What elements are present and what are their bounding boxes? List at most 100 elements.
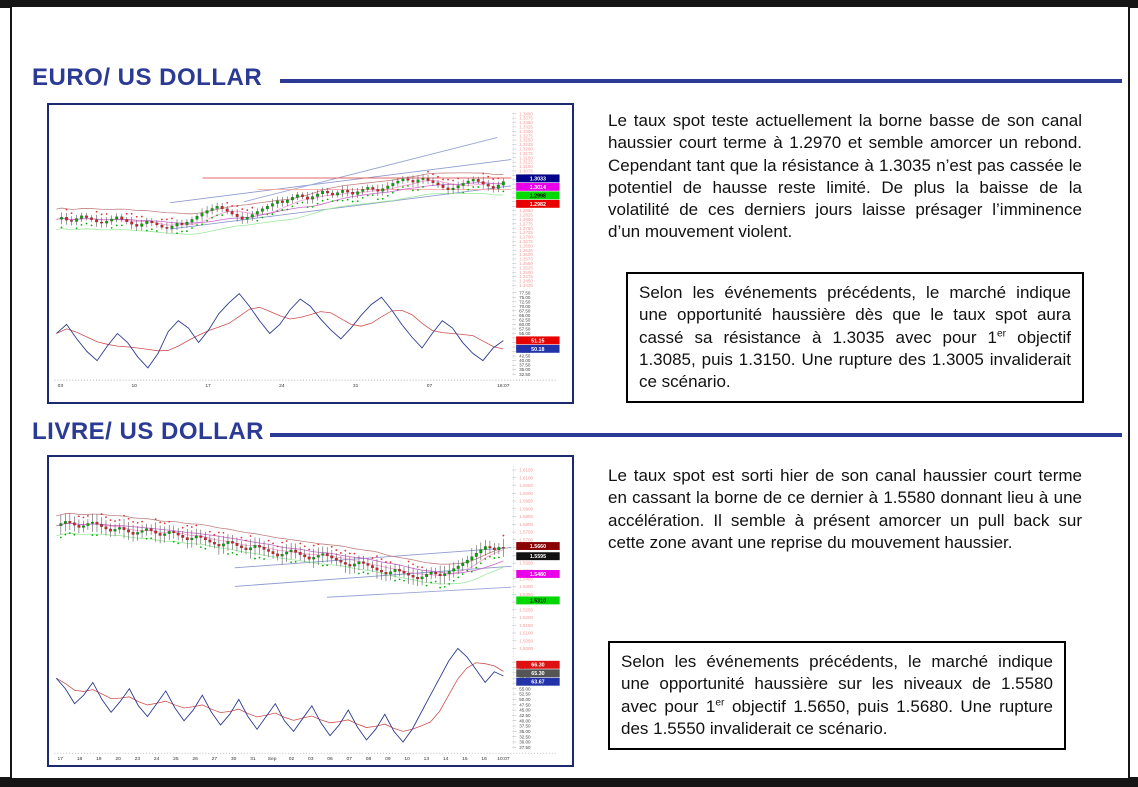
svg-text:1.2725: 1.2725 bbox=[519, 230, 533, 235]
eurusd-scenario-text: Selon les événements précédents, le marc… bbox=[639, 283, 1071, 392]
svg-text:27: 27 bbox=[212, 756, 218, 761]
svg-text:1.3275: 1.3275 bbox=[519, 133, 533, 138]
svg-text:40.00: 40.00 bbox=[519, 358, 531, 363]
svg-text:1.5480: 1.5480 bbox=[530, 572, 546, 578]
svg-text:40.00: 40.00 bbox=[519, 718, 531, 723]
svg-text:1.3300: 1.3300 bbox=[519, 129, 533, 134]
svg-text:19: 19 bbox=[96, 756, 102, 761]
svg-text:1.3325: 1.3325 bbox=[519, 124, 533, 129]
svg-text:18: 18 bbox=[77, 756, 83, 761]
svg-text:10:07: 10:07 bbox=[497, 756, 510, 761]
svg-text:37.50: 37.50 bbox=[519, 363, 531, 368]
svg-text:1.6150: 1.6150 bbox=[519, 468, 533, 473]
svg-text:20: 20 bbox=[115, 756, 121, 761]
svg-text:1.3100: 1.3100 bbox=[519, 164, 533, 169]
svg-text:70.00: 70.00 bbox=[519, 304, 531, 309]
svg-text:1.3033: 1.3033 bbox=[530, 176, 546, 182]
svg-text:1.2550: 1.2550 bbox=[519, 261, 533, 266]
svg-text:13: 13 bbox=[424, 756, 430, 761]
svg-text:1.2600: 1.2600 bbox=[519, 252, 533, 257]
svg-text:24: 24 bbox=[154, 756, 160, 761]
svg-text:1.2750: 1.2750 bbox=[519, 226, 533, 231]
svg-text:1.2775: 1.2775 bbox=[519, 221, 533, 226]
svg-text:67.50: 67.50 bbox=[519, 308, 531, 313]
section-title-gbpusd: LIVRE/ US DOLLAR bbox=[32, 418, 265, 445]
svg-text:15: 15 bbox=[462, 756, 468, 761]
svg-text:1.5950: 1.5950 bbox=[519, 499, 533, 504]
svg-text:1.3250: 1.3250 bbox=[519, 138, 533, 143]
svg-text:1.6100: 1.6100 bbox=[519, 475, 533, 480]
svg-text:30: 30 bbox=[231, 756, 237, 761]
svg-text:16: 16 bbox=[481, 756, 487, 761]
svg-text:1.2425: 1.2425 bbox=[519, 283, 533, 288]
svg-text:1.5200: 1.5200 bbox=[519, 615, 533, 620]
gbpusd-chart-svg: 1.6150 1.6100 1.6050 1.6000 1.5950 1.5900 1.58… bbox=[54, 466, 560, 761]
svg-text:50.00: 50.00 bbox=[519, 697, 531, 702]
svg-text:10: 10 bbox=[404, 756, 410, 761]
gbpusd-chart: 1.6150 1.6100 1.6050 1.6000 1.5950 1.5900 1.58… bbox=[47, 455, 574, 767]
svg-text:1.5700: 1.5700 bbox=[519, 537, 533, 542]
svg-text:08: 08 bbox=[366, 756, 372, 761]
svg-text:42.50: 42.50 bbox=[519, 354, 531, 359]
svg-text:1.3175: 1.3175 bbox=[519, 151, 533, 156]
svg-text:1.5550: 1.5550 bbox=[519, 561, 533, 566]
svg-text:03: 03 bbox=[58, 383, 64, 389]
superscript-er: er bbox=[715, 696, 725, 708]
svg-text:23: 23 bbox=[135, 756, 141, 761]
svg-text:52.50: 52.50 bbox=[519, 692, 531, 697]
svg-text:1.2850: 1.2850 bbox=[519, 208, 533, 213]
svg-text:1.2575: 1.2575 bbox=[519, 257, 533, 262]
svg-text:1.2982: 1.2982 bbox=[530, 202, 546, 208]
svg-text:1.5000: 1.5000 bbox=[519, 646, 533, 651]
svg-text:1.6000: 1.6000 bbox=[519, 491, 533, 496]
page-bottom-border bbox=[0, 777, 1138, 787]
section-title-eurusd: EURO/ US DOLLAR bbox=[32, 64, 263, 91]
title-rule bbox=[270, 433, 1122, 437]
svg-text:1.5250: 1.5250 bbox=[519, 607, 533, 612]
svg-text:1.5660: 1.5660 bbox=[530, 544, 546, 550]
svg-text:1.5750: 1.5750 bbox=[519, 530, 533, 535]
title-rule bbox=[280, 79, 1122, 83]
svg-text:1.3014: 1.3014 bbox=[530, 185, 546, 191]
svg-text:1.3150: 1.3150 bbox=[519, 155, 533, 160]
svg-text:45.00: 45.00 bbox=[519, 708, 531, 713]
svg-text:17: 17 bbox=[205, 383, 211, 389]
svg-text:1.2675: 1.2675 bbox=[519, 239, 533, 244]
svg-text:1.3375: 1.3375 bbox=[519, 116, 533, 121]
svg-text:65.00: 65.00 bbox=[519, 313, 531, 318]
svg-text:1.5400: 1.5400 bbox=[519, 584, 533, 589]
eurusd-chart-svg: 1.34001.33751.33501.33251.33001.32751.32… bbox=[54, 111, 560, 389]
svg-text:1.6050: 1.6050 bbox=[519, 483, 533, 488]
svg-text:1.2450: 1.2450 bbox=[519, 279, 533, 284]
svg-text:1.2625: 1.2625 bbox=[519, 248, 533, 253]
svg-text:06: 06 bbox=[327, 756, 333, 761]
svg-text:50.18: 50.18 bbox=[531, 347, 544, 353]
svg-text:1.2650: 1.2650 bbox=[519, 243, 533, 248]
svg-text:47.50: 47.50 bbox=[519, 702, 531, 707]
svg-text:55.00: 55.00 bbox=[519, 331, 531, 336]
svg-text:1.5310: 1.5310 bbox=[530, 598, 546, 604]
svg-text:1.2998: 1.2998 bbox=[530, 193, 546, 199]
svg-text:35.00: 35.00 bbox=[519, 729, 531, 734]
svg-text:1.3350: 1.3350 bbox=[519, 120, 533, 125]
svg-text:02: 02 bbox=[289, 756, 295, 761]
superscript-er: er bbox=[997, 327, 1007, 339]
svg-text:55.00: 55.00 bbox=[519, 686, 531, 691]
svg-text:07: 07 bbox=[347, 756, 353, 761]
svg-text:27.50: 27.50 bbox=[519, 745, 531, 750]
svg-text:1.2800: 1.2800 bbox=[519, 217, 533, 222]
svg-text:66.30: 66.30 bbox=[531, 663, 544, 669]
svg-text:31: 31 bbox=[353, 383, 359, 389]
svg-text:1.5350: 1.5350 bbox=[519, 592, 533, 597]
svg-text:09: 09 bbox=[385, 756, 391, 761]
svg-text:1.2475: 1.2475 bbox=[519, 274, 533, 279]
svg-text:14: 14 bbox=[443, 756, 449, 761]
svg-text:32.50: 32.50 bbox=[519, 372, 531, 377]
svg-text:57.50: 57.50 bbox=[519, 327, 531, 332]
svg-text:1.3075: 1.3075 bbox=[519, 169, 533, 174]
svg-text:63.67: 63.67 bbox=[531, 680, 544, 686]
svg-text:75.00: 75.00 bbox=[519, 295, 531, 300]
svg-text:10: 10 bbox=[131, 383, 137, 389]
svg-text:30.00: 30.00 bbox=[519, 740, 531, 745]
eurusd-chart: 1.3400 1.3375 1.3350 1.3325 1.3300 1.3275 1.32… bbox=[47, 103, 574, 404]
